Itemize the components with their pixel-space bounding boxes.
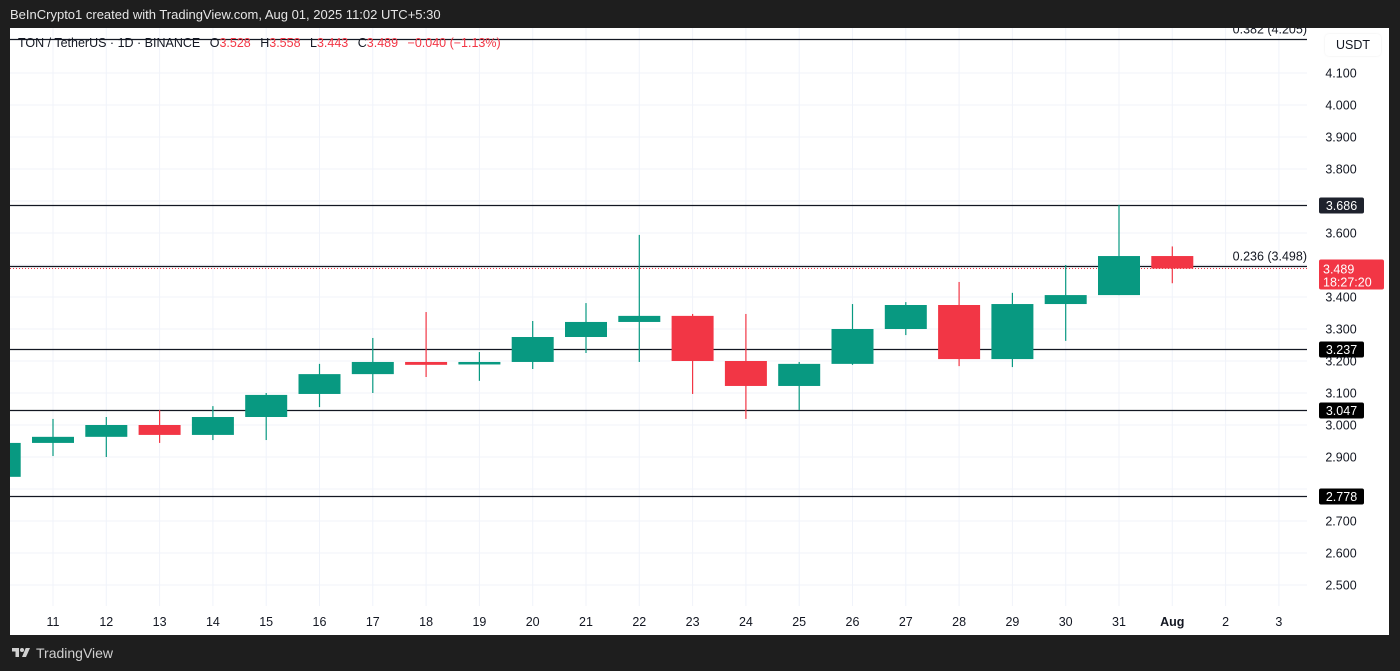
time-axis[interactable]: 11 12 13 14 15 16 17 18 19 20 21 22 23 24 25 26 27 28 29 30… <box>47 615 1283 629</box>
time-tick-label: 21 <box>579 615 593 629</box>
candle[interactable] <box>511 321 554 369</box>
price-tick-label: 3.300 <box>1325 323 1356 337</box>
symbol-label: TON / TetherUS · 1D · BINANCE <box>18 36 201 50</box>
time-tick-label: 27 <box>899 615 913 629</box>
open-value: 3.528 <box>219 36 251 50</box>
currency-button[interactable]: USDT <box>1325 34 1381 56</box>
candle[interactable] <box>778 361 821 410</box>
high-value: 3.558 <box>269 36 301 50</box>
price-tick-label: 3.000 <box>1325 419 1356 433</box>
price-tick-label: 3.100 <box>1325 387 1356 401</box>
low-value: 3.443 <box>316 36 349 50</box>
last-price-badge <box>1319 259 1384 290</box>
candle[interactable] <box>10 442 21 477</box>
level-price-badge <box>1319 402 1364 419</box>
level-price-badge <box>1319 341 1364 358</box>
countdown-text: 18:27:20 <box>1323 276 1372 290</box>
tradingview-brand[interactable]: TradingView <box>10 645 113 661</box>
candle[interactable] <box>1044 265 1087 341</box>
candle[interactable] <box>32 418 74 457</box>
time-tick-label: 12 <box>99 615 113 629</box>
footer-bar: TradingView <box>0 635 1400 671</box>
candle[interactable] <box>191 406 234 441</box>
candle[interactable] <box>458 352 501 381</box>
candle[interactable] <box>884 302 927 336</box>
price-tick-label: 3.800 <box>1325 163 1356 177</box>
time-tick-label: 14 <box>206 615 220 629</box>
candle[interactable] <box>85 417 128 457</box>
price-tick-label: 3.200 <box>1325 355 1356 369</box>
time-tick-label: 30 <box>1059 615 1073 629</box>
candle[interactable] <box>138 409 181 443</box>
price-tick-label: 4.100 <box>1325 67 1356 81</box>
time-tick-label: 11 <box>47 615 60 629</box>
candle[interactable] <box>565 303 607 353</box>
candle[interactable] <box>298 363 341 408</box>
price-tick-label: 3.900 <box>1325 131 1356 145</box>
time-tick-label: 24 <box>739 615 753 629</box>
open-label: O <box>209 36 220 50</box>
price-tick-label: 3.600 <box>1325 227 1356 241</box>
last-price-text: 3.489 <box>1323 263 1354 277</box>
level-price-text: 3.686 <box>1326 199 1357 213</box>
close-label: C <box>357 36 367 50</box>
change-value: −0.040 (−1.13%) <box>407 36 501 50</box>
time-tick-label: 31 <box>1112 615 1126 629</box>
time-tick-label: 23 <box>686 615 700 629</box>
time-tick-label: 16 <box>313 615 327 629</box>
price-tick-label: 2.500 <box>1325 579 1356 593</box>
chart-panel[interactable]: 0.382 (4.205) 3.686 0.236 (3.498) 3.237 3.04… <box>10 28 1389 635</box>
ohlc-legend: TON / TetherUS · 1D · BINANCE O3.528 H3.… <box>18 36 501 50</box>
price-tick-label: 2.900 <box>1325 451 1356 465</box>
level-price-text: 2.778 <box>1326 490 1357 504</box>
time-tick-label: 3 <box>1275 615 1282 629</box>
candle[interactable] <box>991 292 1034 368</box>
price-tick-label: 2.600 <box>1325 547 1356 561</box>
attribution-bar: BeInCrypto1 created with TradingView.com… <box>0 0 1400 28</box>
time-tick-label: 2 <box>1222 615 1229 629</box>
candle[interactable] <box>724 313 767 419</box>
price-tick-label: 2.700 <box>1325 515 1356 529</box>
time-tick-label: 29 <box>1005 615 1019 629</box>
price-tick-label: 3.400 <box>1325 291 1356 305</box>
time-tick-label: 15 <box>259 615 273 629</box>
candle[interactable] <box>405 312 448 377</box>
level-price-text: 3.237 <box>1326 343 1357 357</box>
candle[interactable] <box>1151 246 1194 284</box>
level-price-badge <box>1319 488 1364 505</box>
time-tick-label: 18 <box>419 615 433 629</box>
fib-level-label: 0.382 (4.205) <box>1233 28 1307 37</box>
time-tick-label: 19 <box>472 615 486 629</box>
low-label: L <box>310 36 317 50</box>
high-label: H <box>260 36 270 50</box>
time-tick-label: 17 <box>366 615 380 629</box>
candle[interactable] <box>245 393 288 441</box>
time-tick-label: 26 <box>846 615 860 629</box>
time-tick-label: 28 <box>952 615 966 629</box>
close-value: 3.489 <box>366 36 399 50</box>
candle[interactable] <box>938 281 981 367</box>
time-tick-label: 13 <box>153 615 167 629</box>
tradingview-logo-icon <box>12 648 30 657</box>
horizontal-levels[interactable]: 0.382 (4.205) 3.686 0.236 (3.498) 3.237 3.04… <box>10 28 1364 505</box>
time-tick-label: Aug <box>1160 615 1184 629</box>
candles[interactable] <box>10 204 1194 477</box>
level-price-text: 3.047 <box>1326 404 1357 418</box>
attribution-text: BeInCrypto1 created with TradingView.com… <box>10 7 441 22</box>
candle[interactable] <box>671 313 714 394</box>
candle[interactable] <box>351 337 394 393</box>
time-tick-label: 25 <box>792 615 806 629</box>
time-tick-label: 22 <box>632 615 646 629</box>
level-price-badge <box>1319 197 1364 214</box>
candle[interactable] <box>1098 204 1140 296</box>
price-axis[interactable]: 4.100 4.000 3.900 3.800 3.600 3.400 3.300 3.200… <box>1319 67 1384 593</box>
price-tick-label: 4.000 <box>1325 99 1356 113</box>
candlestick-chart[interactable]: 0.382 (4.205) 3.686 0.236 (3.498) 3.237 3.04… <box>10 28 1389 635</box>
time-tick-label: 20 <box>526 615 540 629</box>
fib-level-label: 0.236 (3.498) <box>1233 250 1307 264</box>
candle[interactable] <box>831 304 874 365</box>
brand-label: TradingView <box>36 645 114 661</box>
candle[interactable] <box>618 234 661 362</box>
